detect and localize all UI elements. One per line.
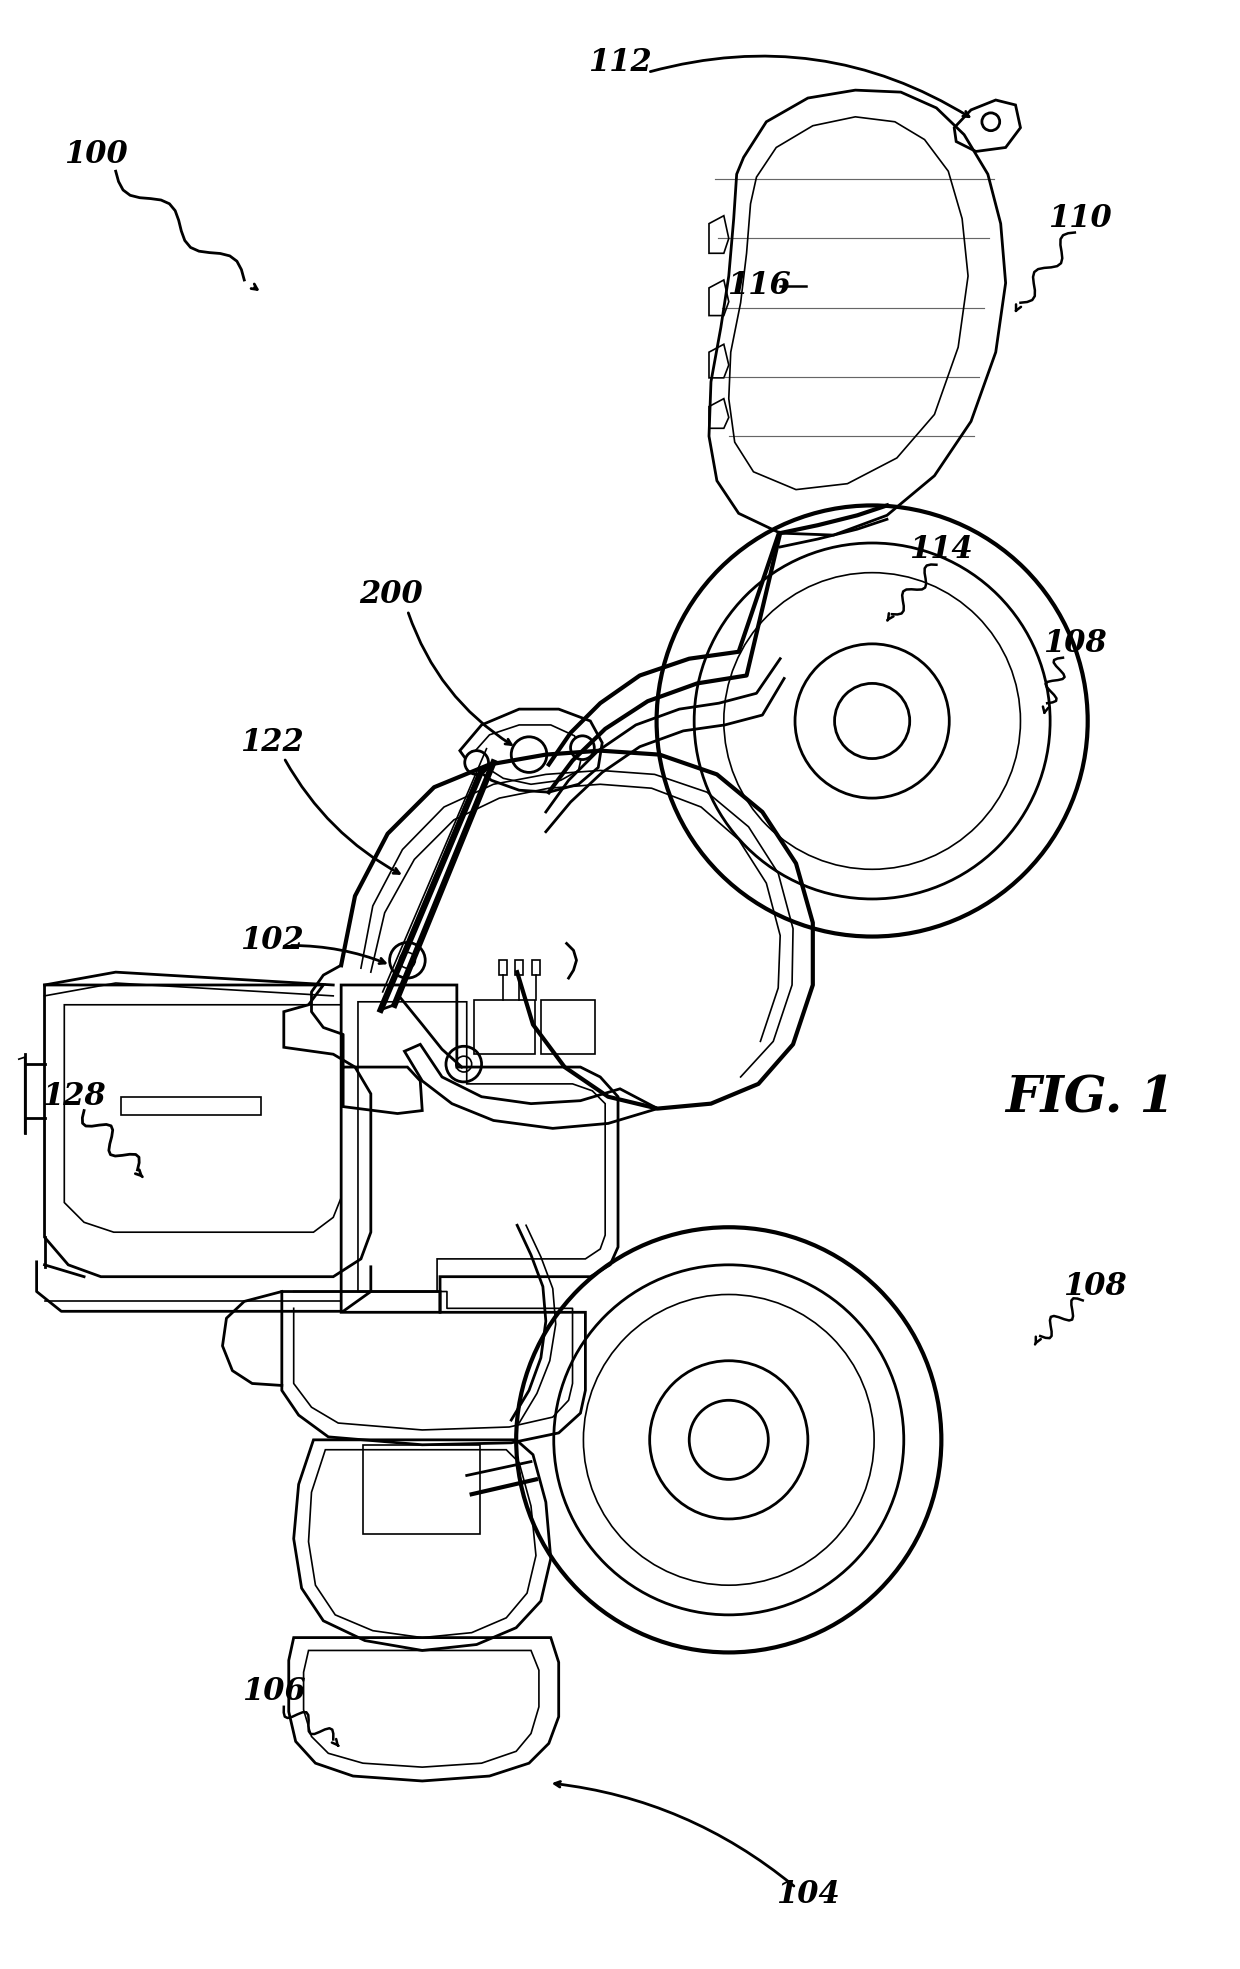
Text: 106: 106 bbox=[242, 1676, 306, 1707]
Text: FIG. 1: FIG. 1 bbox=[1004, 1075, 1174, 1122]
Text: 122: 122 bbox=[241, 727, 304, 758]
Bar bbox=[120, 1097, 262, 1114]
Bar bbox=[500, 961, 507, 975]
Text: 116: 116 bbox=[727, 270, 790, 301]
Text: 112: 112 bbox=[588, 47, 652, 79]
Text: 110: 110 bbox=[1048, 203, 1112, 234]
Bar bbox=[515, 961, 523, 975]
Text: 100: 100 bbox=[64, 140, 128, 169]
Text: 128: 128 bbox=[42, 1081, 107, 1112]
Text: 114: 114 bbox=[909, 534, 973, 565]
Text: 108: 108 bbox=[1063, 1272, 1126, 1302]
Text: 200: 200 bbox=[358, 579, 423, 610]
Circle shape bbox=[570, 736, 594, 760]
Text: 102: 102 bbox=[241, 925, 304, 957]
Text: 108: 108 bbox=[1043, 628, 1107, 660]
Bar bbox=[474, 1000, 534, 1053]
Bar bbox=[541, 1000, 595, 1053]
Bar bbox=[532, 961, 539, 975]
Text: 104: 104 bbox=[776, 1878, 839, 1910]
Circle shape bbox=[465, 750, 489, 774]
